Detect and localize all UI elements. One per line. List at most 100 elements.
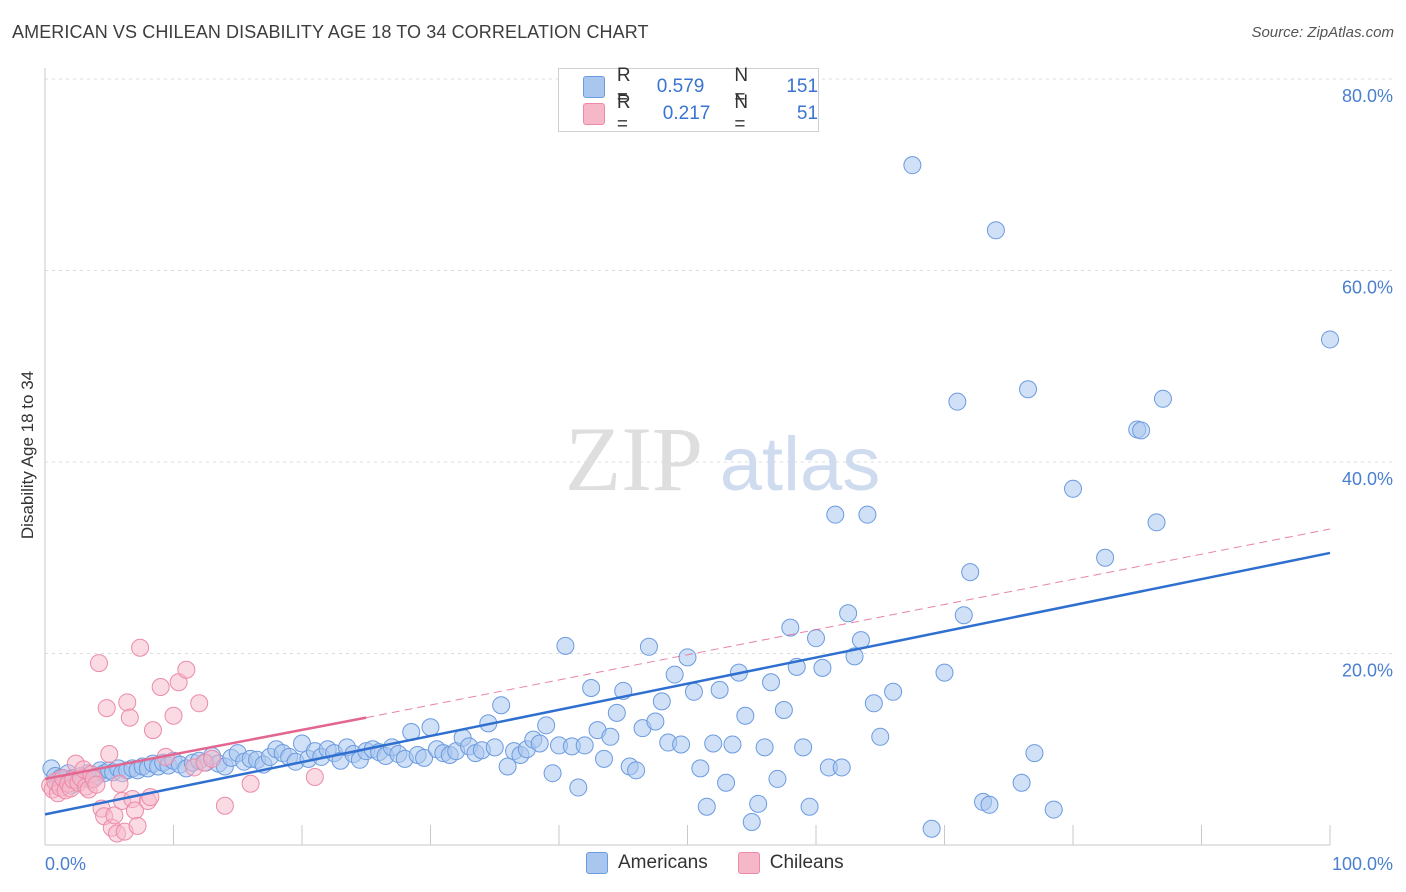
american-point — [832, 758, 851, 777]
legend-n-label: N = — [734, 65, 749, 108]
american-point — [755, 738, 774, 757]
american-point — [607, 703, 626, 722]
legend-r-label: R = — [616, 92, 631, 135]
american-point — [498, 757, 517, 776]
american-point — [710, 680, 729, 699]
bottom-legend-label-chileans: Chileans — [769, 852, 844, 873]
legend-r-label: R = — [616, 65, 631, 108]
chileans-trend-extension — [366, 528, 1331, 719]
legend-row-chileans: R = 0.217 N = 51 — [583, 92, 819, 135]
american-point — [627, 761, 646, 780]
american-point — [858, 505, 877, 524]
american-point — [672, 735, 691, 754]
american-point — [665, 665, 684, 684]
american-point — [646, 712, 665, 731]
legend-row-americans: R = 0.579 N = 151 — [583, 65, 819, 108]
american-point — [543, 764, 562, 783]
chilean-point — [97, 699, 116, 718]
chilean-point — [120, 708, 139, 727]
american-point — [1147, 513, 1166, 532]
american-point — [485, 738, 504, 757]
american-point — [684, 682, 703, 701]
american-point — [697, 797, 716, 816]
american-point — [884, 682, 903, 701]
x-tick-label: 100.0% — [1332, 854, 1393, 874]
source-label: Source: ZipAtlas.com — [1251, 24, 1394, 41]
legend-n-value: 51 — [796, 103, 819, 124]
american-point — [948, 392, 967, 411]
chilean-point — [305, 768, 324, 787]
american-point — [781, 618, 800, 637]
legend-swatch-americans — [583, 76, 605, 98]
chilean-point — [190, 694, 209, 713]
american-point — [871, 727, 890, 746]
chilean-point — [177, 660, 196, 679]
american-point — [723, 735, 742, 754]
american-point — [736, 706, 755, 725]
american-point — [594, 749, 613, 768]
american-point — [582, 678, 601, 697]
american-point — [530, 734, 549, 753]
american-point — [980, 795, 999, 814]
chilean-point — [151, 678, 170, 697]
american-point — [1025, 744, 1044, 763]
american-point — [800, 797, 819, 816]
american-point — [864, 694, 883, 713]
american-point — [421, 718, 440, 737]
chileans-points — [41, 638, 324, 843]
american-point — [1019, 380, 1038, 399]
american-point — [537, 716, 556, 735]
american-point — [1012, 773, 1031, 792]
chilean-point — [89, 654, 108, 673]
american-point — [1044, 800, 1063, 819]
american-point — [986, 221, 1005, 240]
american-point — [575, 736, 594, 755]
american-point — [935, 663, 954, 682]
american-point — [961, 563, 980, 582]
watermark: ZIP atlas — [565, 408, 880, 510]
legend-r-value: 0.579 — [656, 76, 705, 97]
american-point — [813, 658, 832, 677]
y-tick-label: 60.0% — [1342, 278, 1393, 298]
american-point — [903, 156, 922, 175]
chilean-point — [100, 745, 119, 764]
legend-n-value: 151 — [786, 76, 819, 97]
chilean-point — [131, 638, 150, 657]
chilean-point — [215, 796, 234, 815]
legend-swatch-chileans — [583, 103, 605, 125]
legend-n-label: N = — [734, 92, 749, 135]
american-point — [1153, 389, 1172, 408]
american-point — [839, 604, 858, 623]
american-point — [742, 813, 761, 832]
chart-title: AMERICAN VS CHILEAN DISABILITY AGE 18 TO… — [12, 22, 649, 42]
american-point — [569, 778, 588, 797]
american-point — [678, 648, 697, 667]
american-point — [1132, 421, 1151, 440]
legend: R = 0.579 N = 151 R = 0.217 N = 51 — [558, 65, 819, 135]
american-point — [652, 692, 671, 711]
chilean-point — [143, 721, 162, 740]
y-axis-label: Disability Age 18 to 34 — [18, 371, 37, 539]
bottom-legend-americans: Americans — [586, 852, 708, 874]
chilean-point — [128, 816, 147, 835]
american-point — [826, 505, 845, 524]
american-point — [415, 748, 434, 767]
american-point — [717, 773, 736, 792]
bottom-legend-label-americans: Americans — [618, 852, 708, 873]
axes — [44, 68, 1331, 846]
x-tick-label: 0.0% — [45, 854, 86, 874]
bottom-legend-swatch-chileans — [737, 852, 760, 874]
american-point — [704, 734, 723, 753]
bottom-legend-chileans: Chileans — [737, 852, 844, 874]
american-point — [691, 759, 710, 778]
american-point — [1321, 330, 1339, 349]
watermark-atlas: atlas — [720, 422, 881, 507]
tick-labels: 20.0% 40.0% 60.0% 80.0% 0.0% 100.0% — [45, 86, 1393, 874]
american-point — [1064, 479, 1082, 498]
chilean-point — [118, 693, 137, 712]
y-tick-label: 20.0% — [1342, 661, 1393, 681]
american-point — [954, 606, 973, 625]
american-point — [749, 794, 768, 813]
american-point — [762, 673, 781, 692]
y-tick-label: 40.0% — [1342, 469, 1393, 489]
